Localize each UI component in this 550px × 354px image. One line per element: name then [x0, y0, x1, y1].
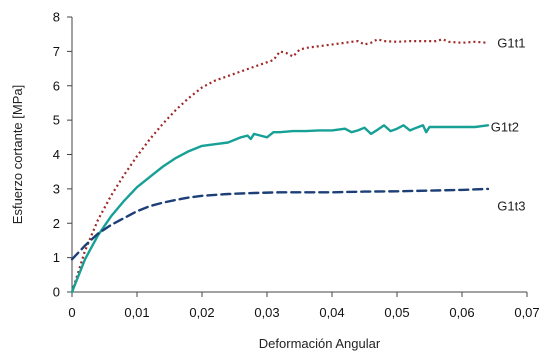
y-axis-ticks: 0 1 2 3 4 5 6 7 8 [53, 10, 72, 300]
axes [71, 17, 527, 293]
series-lines [70, 38, 490, 294]
x-tick-label: 0,06 [449, 305, 474, 320]
series-label-g1t3: G1t3 [497, 199, 525, 214]
y-tick-label: 0 [53, 285, 60, 300]
x-tick-label: 0,03 [254, 305, 279, 320]
y-tick-label: 6 [53, 78, 60, 93]
series-label-g1t1: G1t1 [497, 35, 525, 50]
series-line-g1t2 [70, 124, 490, 294]
y-axis-title: Esfuerzo cortante [MPa] [10, 85, 25, 224]
x-tick-label: 0,04 [319, 305, 344, 320]
series-labels: G1t1 G1t2 G1t3 [491, 35, 526, 213]
x-tick-label: 0,01 [124, 305, 149, 320]
y-tick-label: 4 [53, 147, 60, 162]
series-line-g1t3 [70, 187, 490, 261]
x-axis-ticks: 0 0,01 0,02 0,03 0,04 0,05 0,06 0,07 [68, 292, 540, 320]
x-tick-label: 0,07 [514, 305, 539, 320]
y-tick-label: 5 [53, 113, 60, 128]
x-axis-title: Deformación Angular [259, 336, 381, 351]
y-tick-label: 1 [53, 250, 60, 265]
y-tick-label: 7 [53, 44, 60, 59]
y-tick-label: 2 [53, 216, 60, 231]
x-tick-label: 0 [68, 305, 75, 320]
series-label-g1t2: G1t2 [491, 120, 519, 135]
x-tick-label: 0,02 [189, 305, 214, 320]
x-tick-label: 0,05 [384, 305, 409, 320]
y-tick-label: 8 [53, 10, 60, 25]
y-tick-label: 3 [53, 181, 60, 196]
series-line-g1t1 [70, 38, 489, 293]
